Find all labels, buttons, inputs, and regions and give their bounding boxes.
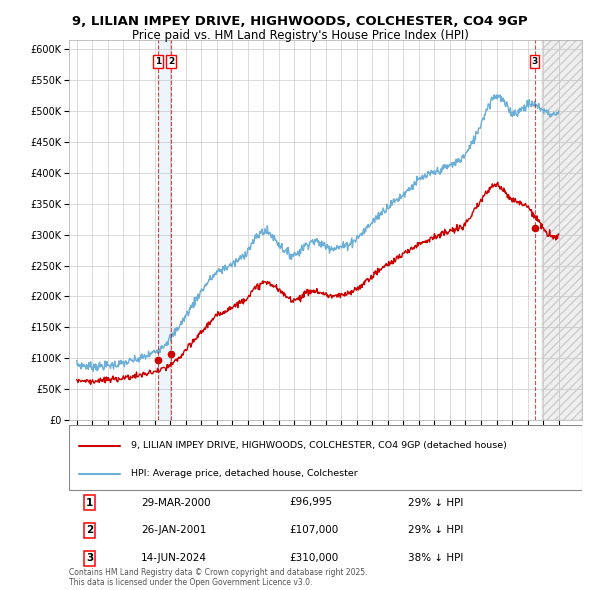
Text: 9, LILIAN IMPEY DRIVE, HIGHWOODS, COLCHESTER, CO4 9GP (detached house): 9, LILIAN IMPEY DRIVE, HIGHWOODS, COLCHE…	[131, 441, 506, 450]
Text: HPI: Average price, detached house, Colchester: HPI: Average price, detached house, Colc…	[131, 469, 358, 478]
Text: 14-JUN-2024: 14-JUN-2024	[141, 553, 207, 563]
Text: 26-JAN-2001: 26-JAN-2001	[141, 526, 206, 535]
Bar	[542, 40, 582, 420]
Text: 3: 3	[86, 553, 93, 563]
Text: 1: 1	[86, 497, 93, 507]
Text: £96,995: £96,995	[290, 497, 333, 507]
Bar	[158, 40, 171, 420]
Text: 2: 2	[168, 57, 174, 66]
Text: £310,000: £310,000	[290, 553, 339, 563]
Text: 3: 3	[532, 57, 538, 66]
Text: 29-MAR-2000: 29-MAR-2000	[141, 497, 211, 507]
Text: £107,000: £107,000	[290, 526, 339, 535]
Text: 1: 1	[155, 57, 161, 66]
Text: 2: 2	[86, 526, 93, 535]
Bar	[69, 425, 582, 490]
Text: 9, LILIAN IMPEY DRIVE, HIGHWOODS, COLCHESTER, CO4 9GP: 9, LILIAN IMPEY DRIVE, HIGHWOODS, COLCHE…	[72, 15, 528, 28]
Text: 29% ↓ HPI: 29% ↓ HPI	[407, 526, 463, 535]
Text: 29% ↓ HPI: 29% ↓ HPI	[407, 497, 463, 507]
Text: 38% ↓ HPI: 38% ↓ HPI	[407, 553, 463, 563]
Text: Contains HM Land Registry data © Crown copyright and database right 2025.
This d: Contains HM Land Registry data © Crown c…	[69, 568, 367, 587]
Text: Price paid vs. HM Land Registry's House Price Index (HPI): Price paid vs. HM Land Registry's House …	[131, 29, 469, 42]
